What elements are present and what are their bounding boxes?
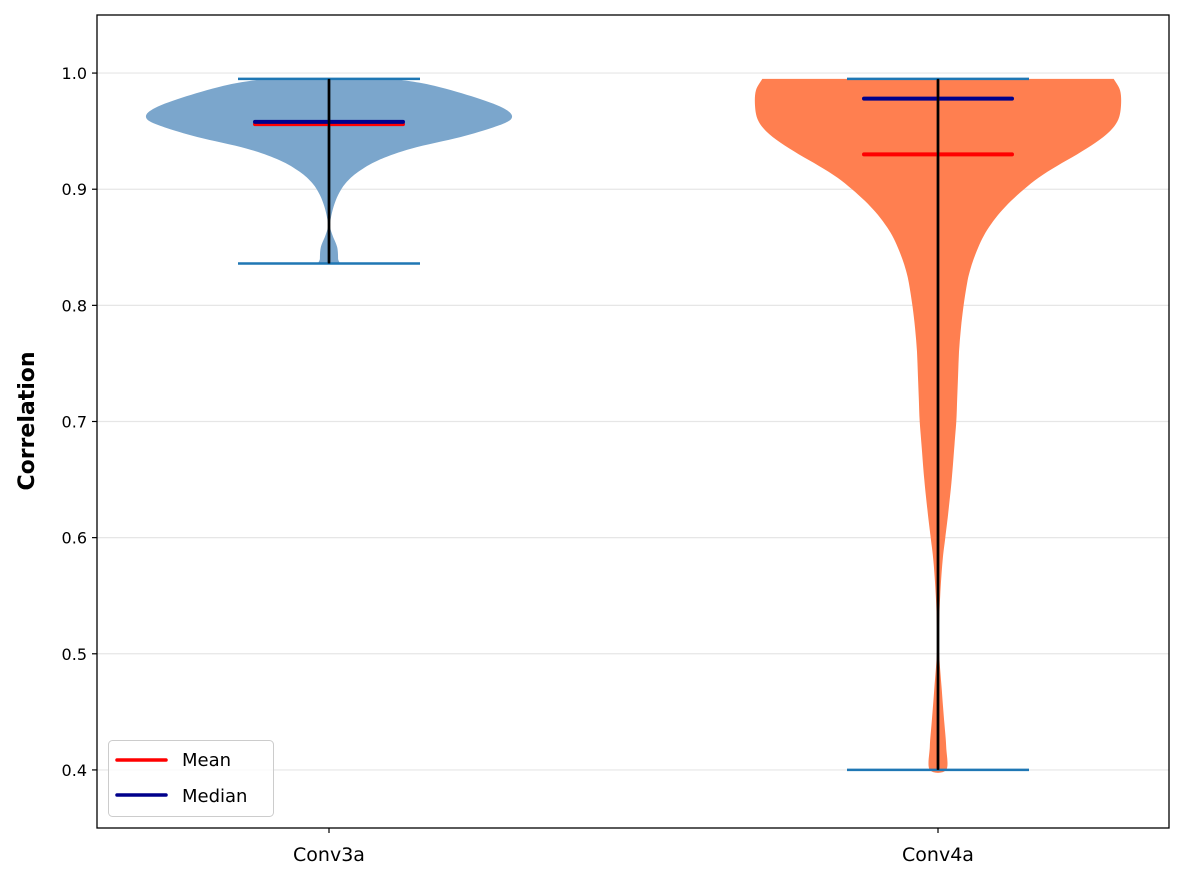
y-tick-label: 0.5 — [62, 645, 87, 664]
legend-mean-label: Mean — [182, 750, 231, 771]
legend-median-label: Median — [182, 786, 247, 807]
x-tick-label-conv3a: Conv3a — [293, 844, 365, 866]
y-tick-label: 1.0 — [62, 64, 87, 83]
y-tick-label: 0.6 — [62, 529, 87, 548]
y-tick-label: 0.9 — [62, 180, 87, 199]
violin-stat-lines — [238, 77, 1029, 772]
x-axis-ticks: Conv3a Conv4a — [293, 828, 974, 866]
y-gridlines — [97, 72, 1169, 771]
y-tick-label: 0.7 — [62, 413, 87, 432]
x-tick-label-conv4a: Conv4a — [902, 844, 974, 866]
y-tick-label: 0.8 — [62, 296, 87, 315]
y-tick-label: 0.4 — [62, 761, 87, 780]
y-axis-ticks: 0.4 0.5 0.6 0.7 0.8 0.9 1.0 — [62, 64, 97, 780]
violin-bodies — [145, 78, 1122, 773]
legend: Mean Median — [108, 740, 274, 817]
y-axis-label: Correlation — [15, 351, 40, 490]
